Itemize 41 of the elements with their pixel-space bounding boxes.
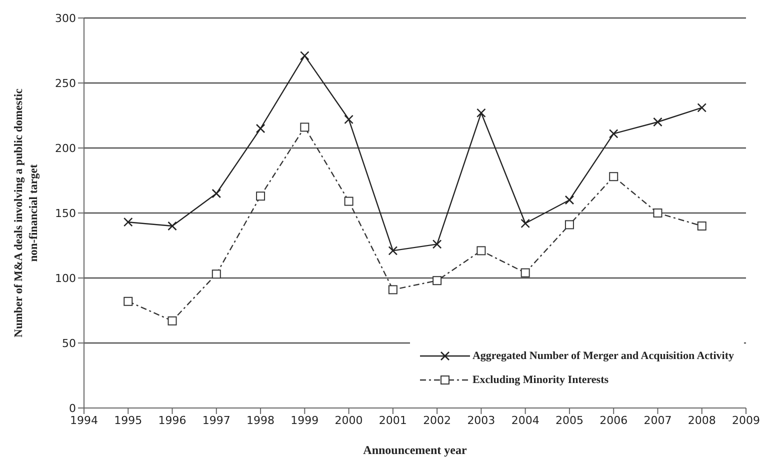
y-tick-label: 150 [55,206,76,220]
y-tick-label: 250 [55,76,76,90]
y-tick-label: 50 [62,336,76,350]
point [256,192,266,201]
point [168,316,177,326]
point [300,122,310,132]
y-tick-label: 0 [69,402,76,415]
point [609,172,618,182]
x-tick-label: 1994 [70,414,98,427]
point [432,276,442,286]
x-tick-label: 2004 [511,414,540,427]
point [476,246,486,256]
x-tick-label: 1999 [290,414,319,427]
x-tick-label: 2003 [467,414,496,427]
y-tick-label: 200 [55,142,76,155]
x-tick-label: 1998 [246,414,275,427]
x-tick-label: 2000 [334,414,363,427]
x-tick-label: 2009 [732,414,760,427]
x-tick-label: 2001 [378,414,407,427]
point [520,268,530,278]
y-tick-label: 100 [55,272,76,285]
y-tick-label: 300 [55,12,76,25]
x-tick-label: 2008 [688,414,716,427]
legend-label: Aggregated Number of Merger and Acquisition Activity [472,350,734,362]
point [124,296,133,306]
x-tick-label: 2007 [644,414,672,427]
x-tick-label: 2005 [555,414,584,427]
point [344,196,354,206]
x-tick-label: 1996 [158,414,186,427]
x-tick-label: 2006 [600,414,628,427]
point [212,270,221,279]
x-tick-label: 1997 [202,414,230,427]
x-axis-title: Announcement year [363,443,468,457]
point [564,220,574,230]
legend-label: Excluding Minority Interests [472,374,609,386]
x-tick-label: 1995 [114,414,142,427]
point [388,285,398,294]
point [697,222,706,230]
point [653,208,662,218]
y-axis-title: Number of M&A deals involving a public domestic non-financial target [13,88,40,338]
x-tick-label: 2002 [423,414,452,427]
